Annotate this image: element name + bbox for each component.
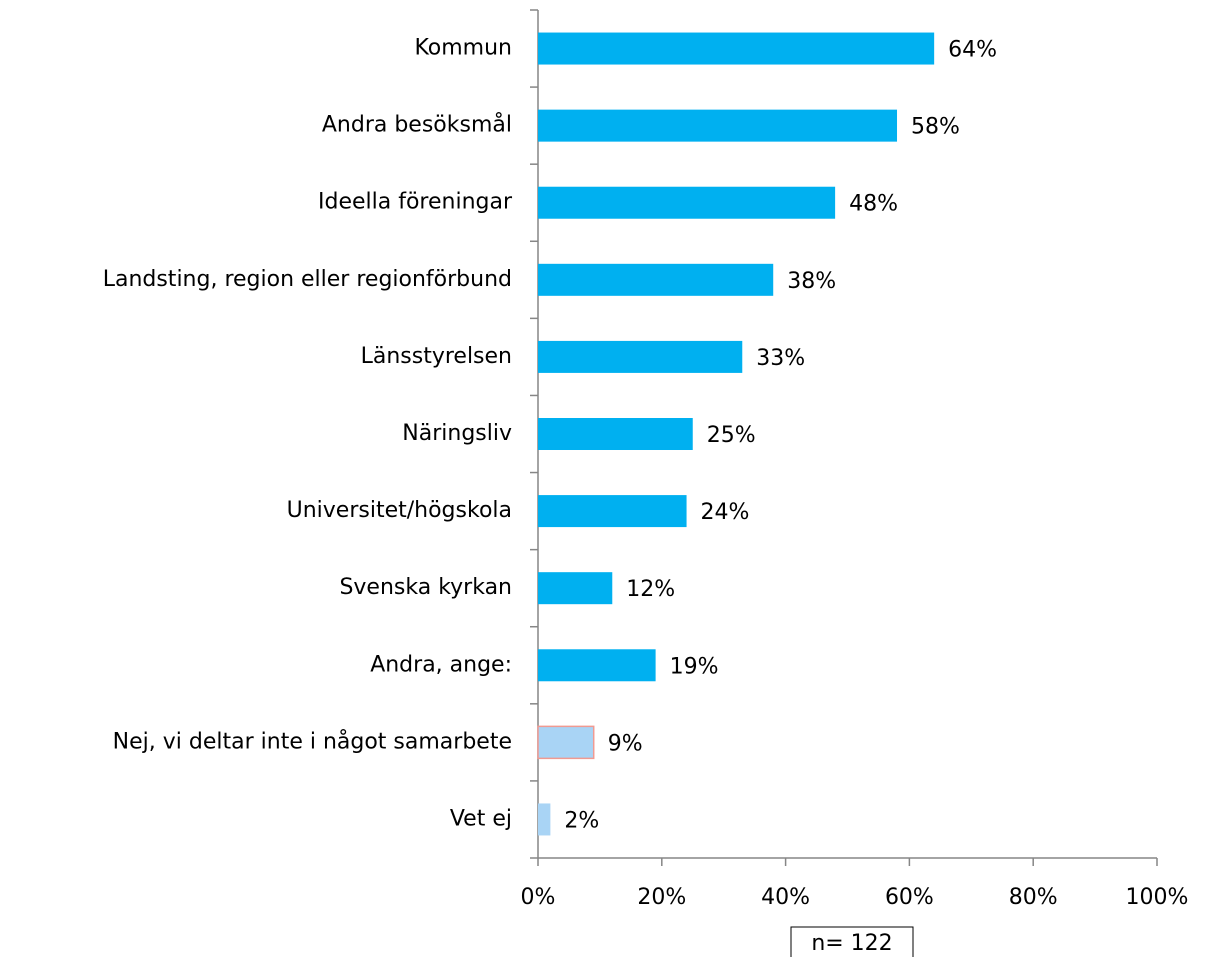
- value-label: 24%: [701, 500, 750, 525]
- category-label: Nej, vi deltar inte i något samarbete: [113, 728, 512, 754]
- value-label: 12%: [626, 577, 675, 602]
- category-label: Universitet/högskola: [287, 498, 512, 523]
- x-tick-label: 40%: [761, 885, 810, 910]
- bar: [538, 418, 693, 450]
- x-tick-label: 60%: [885, 885, 934, 910]
- category-label: Svenska kyrkan: [339, 575, 512, 600]
- category-label: Ideella föreningar: [318, 190, 513, 215]
- x-tick-label: 20%: [637, 885, 686, 910]
- value-label: 9%: [608, 731, 643, 756]
- bar: [538, 32, 935, 65]
- bar: [538, 186, 836, 219]
- bar: [538, 803, 551, 836]
- category-label: Andra besöksmål: [322, 112, 512, 138]
- value-label: 48%: [849, 192, 898, 217]
- annotation: n= 122: [811, 931, 892, 956]
- bar: [537, 725, 595, 760]
- x-tick-label: 0%: [521, 885, 556, 910]
- bar: [538, 263, 774, 296]
- value-label: 2%: [564, 808, 599, 833]
- x-tick-label: 100%: [1126, 885, 1189, 910]
- bar: [538, 572, 613, 605]
- category-label: Andra, ange:: [370, 652, 512, 677]
- value-label: 33%: [756, 346, 805, 371]
- value-label: 58%: [911, 115, 960, 140]
- category-label: Vet ej: [450, 806, 512, 831]
- value-label: 64%: [948, 38, 997, 63]
- bar: [538, 495, 687, 528]
- category-label: Landsting, region eller regionförbund: [103, 267, 512, 292]
- value-label: 25%: [707, 423, 756, 448]
- bar: [538, 340, 743, 373]
- x-tick-label: 80%: [1009, 885, 1058, 910]
- annotation-box: [790, 926, 914, 957]
- bar: [538, 649, 656, 682]
- category-label: Kommun: [414, 36, 512, 61]
- bar: [538, 109, 898, 142]
- value-label: 38%: [787, 269, 836, 294]
- category-label: Länsstyrelsen: [361, 344, 512, 369]
- category-label: Näringsliv: [402, 421, 512, 446]
- value-label: 19%: [670, 654, 719, 679]
